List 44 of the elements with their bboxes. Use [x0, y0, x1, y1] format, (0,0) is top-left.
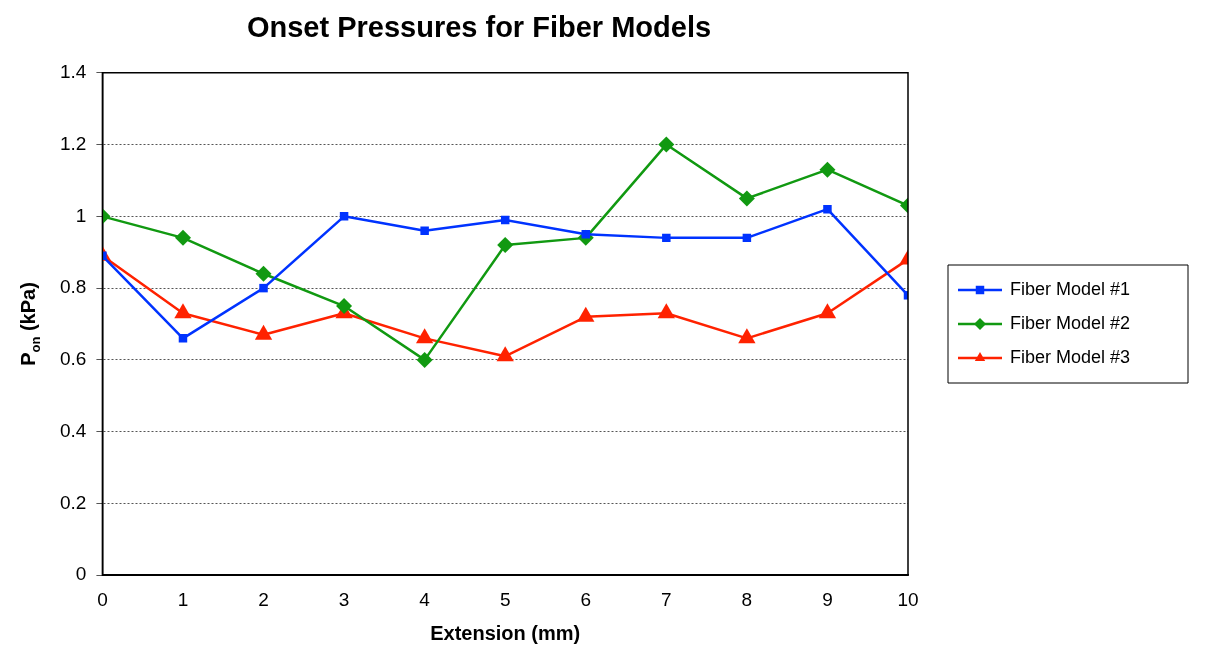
point	[577, 306, 595, 322]
point	[259, 283, 268, 293]
point	[255, 265, 272, 282]
x-tick-label: 6	[580, 588, 592, 610]
point	[174, 303, 192, 319]
point	[823, 204, 832, 214]
x-tick-label: 10	[897, 588, 919, 610]
x-tick-label: 4	[419, 588, 431, 610]
point	[415, 328, 434, 344]
point	[174, 229, 191, 246]
x-tick-label: 2	[258, 588, 269, 610]
x-tick-label: 1	[177, 588, 189, 610]
y-tick-label: 0.6	[59, 348, 87, 370]
point	[497, 237, 514, 254]
point	[819, 161, 836, 178]
y-tick-label: 0.8	[59, 276, 87, 298]
point	[496, 346, 514, 362]
y-tick-label: 0.2	[59, 491, 87, 513]
y-tick-label: 1.4	[59, 61, 87, 83]
point	[339, 212, 349, 221]
y-tick-label: 1	[75, 204, 87, 226]
chart-title: Onset Pressures for Fiber Models	[246, 11, 712, 44]
y-tick-label: 0.4	[59, 419, 87, 441]
legend-label: Fiber Model #2	[1010, 312, 1131, 333]
x-tick-label: 8	[741, 588, 753, 610]
point	[420, 226, 429, 235]
y-tick-label: 1.2	[59, 132, 87, 154]
point	[818, 303, 837, 319]
point	[738, 328, 756, 344]
x-tick-label: 5	[499, 588, 511, 610]
point	[662, 233, 671, 243]
y-tick-label: 0	[75, 563, 87, 585]
point	[657, 303, 675, 319]
x-tick-label: 9	[822, 588, 833, 610]
x-axis-title: Extension (mm)	[430, 621, 581, 644]
y-axis-title: Pon (kPa)	[17, 282, 43, 366]
point	[738, 190, 755, 207]
point	[658, 136, 675, 153]
point	[254, 324, 273, 340]
x-tick-label: 0	[97, 588, 108, 610]
legend-label: Fiber Model #3	[1010, 346, 1131, 367]
legend-label: Fiber Model #1	[1010, 278, 1131, 299]
x-tick-label: 7	[661, 588, 672, 610]
x-tick-label: 3	[338, 588, 350, 610]
